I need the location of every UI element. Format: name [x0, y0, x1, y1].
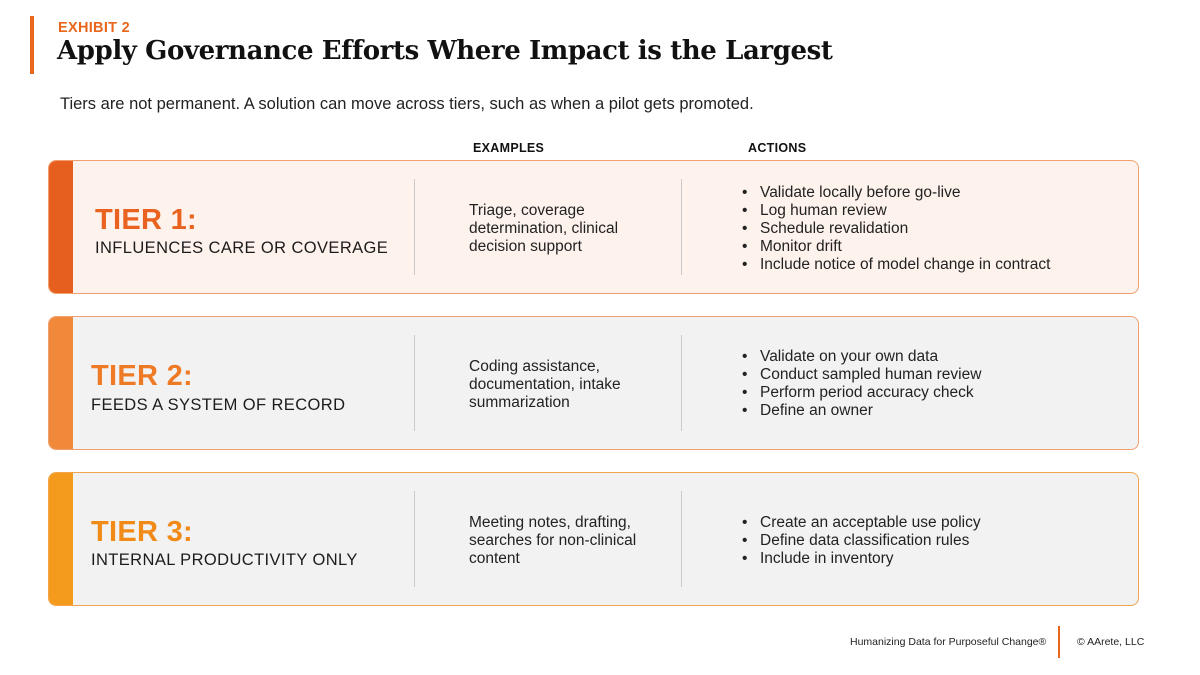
- tier-2-card: TIER 2: FEEDS A SYSTEM OF RECORD Coding …: [48, 316, 1139, 450]
- column-divider: [681, 179, 682, 275]
- action-item: Include in inventory: [742, 550, 981, 568]
- tier-2-actions-list: Validate on your own data Conduct sample…: [742, 348, 981, 420]
- tier-2-color-bar: [49, 317, 73, 449]
- title-accent-bar: [30, 16, 34, 74]
- page-subtitle: Tiers are not permanent. A solution can …: [60, 95, 754, 113]
- tier-1-color-bar: [49, 161, 73, 293]
- examples-column-header: EXAMPLES: [473, 141, 545, 155]
- action-item: Validate on your own data: [742, 348, 981, 366]
- tier-2-description: FEEDS A SYSTEM OF RECORD: [91, 396, 346, 414]
- tier-2-name: TIER 2:: [91, 360, 193, 392]
- column-divider: [414, 179, 415, 275]
- column-divider: [681, 491, 682, 587]
- tier-3-examples: Meeting notes, drafting, searches for no…: [469, 514, 637, 567]
- column-divider: [414, 335, 415, 431]
- tier-1-name: TIER 1:: [95, 204, 197, 236]
- footer-divider: [1058, 626, 1060, 658]
- tier-3-actions-list: Create an acceptable use policy Define d…: [742, 514, 981, 568]
- action-item: Log human review: [742, 202, 1050, 220]
- column-divider: [681, 335, 682, 431]
- tier-2-examples: Coding assistance, documentation, intake…: [469, 358, 621, 411]
- action-item: Include notice of model change in contra…: [742, 256, 1050, 274]
- tier-1-description: INFLUENCES CARE OR COVERAGE: [95, 239, 389, 257]
- action-item: Schedule revalidation: [742, 220, 1050, 238]
- action-item: Define data classification rules: [742, 532, 981, 550]
- action-item: Monitor drift: [742, 238, 1050, 256]
- tier-3-color-bar: [49, 473, 73, 605]
- tier-3-description: INTERNAL PRODUCTIVITY ONLY: [91, 551, 358, 569]
- action-item: Validate locally before go-live: [742, 184, 1050, 202]
- actions-column-header: ACTIONS: [748, 141, 807, 155]
- action-item: Define an owner: [742, 402, 981, 420]
- exhibit-label: EXHIBIT 2: [58, 20, 130, 36]
- tier-1-card: TIER 1: INFLUENCES CARE OR COVERAGE Tria…: [48, 160, 1139, 294]
- tier-1-examples: Triage, coverage determination, clinical…: [469, 202, 619, 255]
- action-item: Conduct sampled human review: [742, 366, 981, 384]
- page-title: Apply Governance Efforts Where Impact is…: [57, 36, 833, 66]
- footer-copyright: © AArete, LLC: [1077, 636, 1145, 648]
- action-item: Create an acceptable use policy: [742, 514, 981, 532]
- tier-3-name: TIER 3:: [91, 516, 193, 548]
- action-item: Perform period accuracy check: [742, 384, 981, 402]
- tier-1-actions-list: Validate locally before go-live Log huma…: [742, 184, 1050, 274]
- column-divider: [414, 491, 415, 587]
- footer-tagline: Humanizing Data for Purposeful Change®: [850, 636, 1047, 648]
- tier-3-card: TIER 3: INTERNAL PRODUCTIVITY ONLY Meeti…: [48, 472, 1139, 606]
